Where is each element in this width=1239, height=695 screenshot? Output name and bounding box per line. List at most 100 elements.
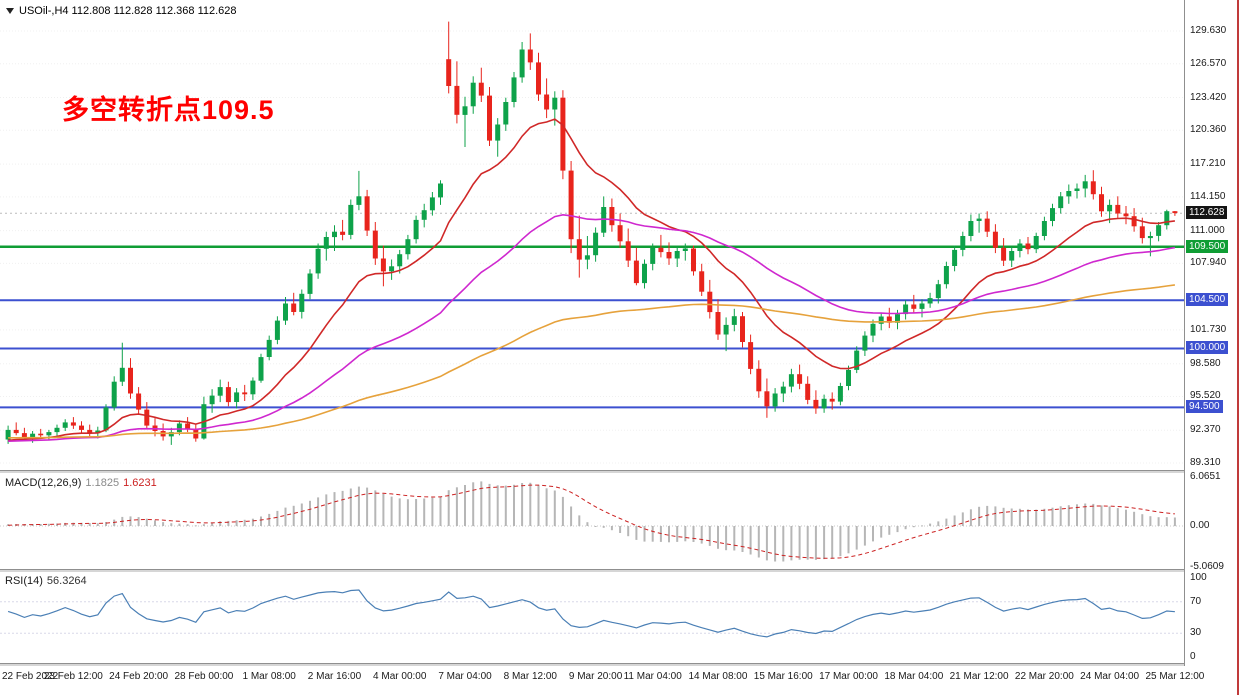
candle bbox=[136, 387, 142, 414]
level-price-tag: 94.500 bbox=[1186, 400, 1223, 414]
candle bbox=[470, 76, 476, 114]
candle bbox=[576, 215, 582, 278]
rsi-axis-label: 30 bbox=[1190, 627, 1202, 639]
candle bbox=[332, 225, 337, 251]
candle bbox=[291, 292, 297, 316]
candle bbox=[715, 299, 721, 340]
candle bbox=[13, 422, 19, 436]
time-axis-label: 18 Mar 04:00 bbox=[884, 671, 944, 682]
candle bbox=[633, 247, 639, 286]
time-axis-label: 24 Mar 04:00 bbox=[1080, 671, 1140, 682]
candle bbox=[601, 196, 607, 237]
candle bbox=[356, 170, 362, 211]
candle bbox=[748, 334, 754, 375]
candle bbox=[919, 299, 925, 318]
candle bbox=[992, 224, 998, 254]
candle bbox=[70, 417, 76, 429]
candle bbox=[87, 424, 93, 437]
symbol-ohlc-text: USOil-,H4 112.808 112.828 112.368 112.62… bbox=[19, 5, 237, 17]
candle bbox=[1009, 246, 1015, 267]
candle bbox=[650, 243, 656, 271]
candle bbox=[234, 388, 240, 409]
candle bbox=[756, 360, 762, 398]
rsi-value: 56.3264 bbox=[46, 575, 87, 587]
candle bbox=[478, 67, 484, 102]
price-axis-label: 126.570 bbox=[1190, 57, 1227, 69]
time-axis-label: 25 Mar 12:00 bbox=[1145, 671, 1205, 682]
candle bbox=[446, 21, 452, 94]
candle bbox=[952, 245, 958, 272]
candle bbox=[527, 33, 533, 70]
candle bbox=[79, 421, 84, 434]
macd-axis-label: 0.00 bbox=[1190, 520, 1210, 532]
chart-marker-icon bbox=[6, 8, 14, 14]
candle bbox=[723, 317, 729, 352]
macd-panel-chart[interactable] bbox=[0, 473, 1185, 569]
candle bbox=[1082, 174, 1088, 198]
candle bbox=[829, 392, 835, 410]
candle bbox=[788, 368, 794, 393]
candle bbox=[821, 394, 827, 413]
time-axis-label: 2 Mar 16:00 bbox=[307, 671, 362, 682]
macd-signal-line bbox=[8, 484, 1175, 559]
candle bbox=[609, 198, 615, 232]
candle bbox=[544, 78, 550, 119]
candle bbox=[274, 316, 280, 345]
candle bbox=[250, 377, 256, 400]
main-price-chart[interactable] bbox=[0, 0, 1185, 470]
candle bbox=[372, 222, 378, 265]
time-axis: 22 Feb 2022 23 Feb 12:00 24 Feb 20:00 28 Fe… bbox=[0, 666, 1239, 695]
ma-line-mid-magenta bbox=[8, 213, 1176, 442]
candle bbox=[1017, 239, 1023, 258]
level-price-tag: 100.000 bbox=[1186, 341, 1229, 355]
price-axis-label: 95.520 bbox=[1190, 390, 1221, 402]
annotation-text[interactable]: 多空转折点109.5 bbox=[62, 95, 275, 125]
time-axis-label: 21 Mar 12:00 bbox=[949, 671, 1009, 682]
candle bbox=[1172, 211, 1178, 216]
time-axis-label: 22 Mar 20:00 bbox=[1014, 671, 1074, 682]
panel-divider[interactable] bbox=[0, 663, 1239, 666]
price-axis-label: 123.420 bbox=[1190, 91, 1227, 103]
rsi-axis-label: 0 bbox=[1190, 650, 1196, 662]
time-axis-label: 9 Mar 20:00 bbox=[568, 671, 623, 682]
candle bbox=[1156, 222, 1162, 242]
rsi-axis-label: 70 bbox=[1190, 595, 1202, 607]
candle bbox=[903, 300, 909, 320]
candle bbox=[642, 259, 647, 289]
candle bbox=[1115, 196, 1121, 219]
macd-histogram bbox=[7, 481, 1176, 562]
current-price-tag: 112.628 bbox=[1186, 206, 1228, 220]
candle bbox=[854, 346, 860, 374]
time-axis-label: 7 Mar 04:00 bbox=[438, 671, 492, 682]
rsi-axis-label: 100 bbox=[1190, 572, 1207, 584]
candle bbox=[1164, 209, 1170, 230]
candle bbox=[495, 118, 501, 157]
candle bbox=[682, 243, 688, 261]
time-axis-label: 1 Mar 08:00 bbox=[242, 671, 296, 682]
time-axis-label: 24 Feb 20:00 bbox=[109, 671, 169, 682]
price-axis-label: 98.580 bbox=[1190, 357, 1221, 369]
candle bbox=[242, 384, 248, 401]
level-price-tag: 109.500 bbox=[1186, 239, 1229, 253]
macd-axis-label: 6.0651 bbox=[1190, 471, 1221, 483]
candle bbox=[886, 307, 892, 329]
candle bbox=[258, 353, 264, 383]
panel-divider[interactable] bbox=[0, 470, 1239, 473]
candle bbox=[813, 390, 819, 414]
candle bbox=[380, 245, 386, 287]
rsi-panel-chart[interactable] bbox=[0, 572, 1185, 663]
price-axis-label: 101.730 bbox=[1190, 323, 1227, 335]
panel-divider[interactable] bbox=[0, 569, 1239, 572]
candle bbox=[119, 342, 125, 386]
rsi-indicator-label: RSI(14) 56.3264 bbox=[5, 575, 87, 587]
candle bbox=[674, 246, 680, 267]
time-axis-label: 17 Mar 00:00 bbox=[819, 671, 878, 682]
level-price-tag: 104.500 bbox=[1186, 293, 1229, 307]
candle bbox=[764, 378, 770, 418]
candle bbox=[209, 389, 215, 413]
candle bbox=[740, 312, 745, 348]
candle bbox=[968, 214, 974, 242]
candle bbox=[699, 263, 705, 296]
candle bbox=[943, 261, 949, 289]
candle bbox=[1099, 186, 1104, 217]
